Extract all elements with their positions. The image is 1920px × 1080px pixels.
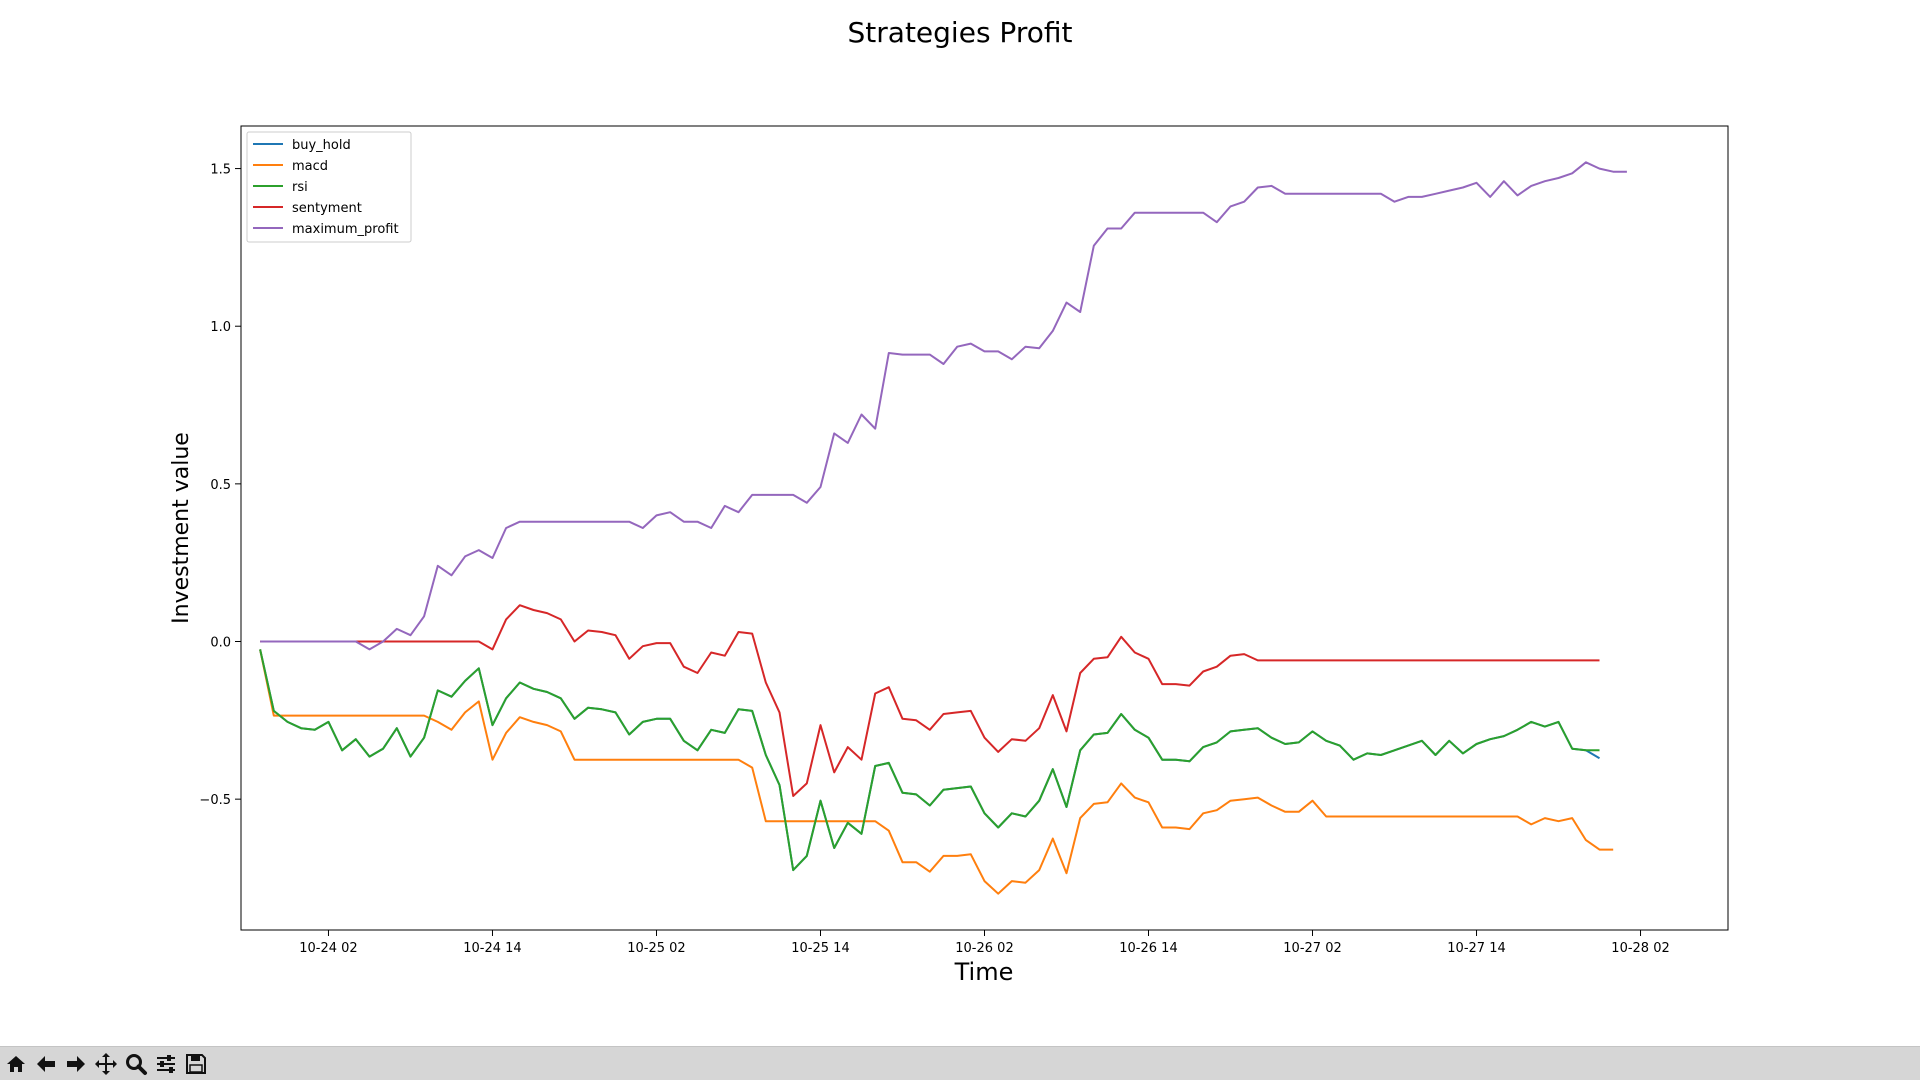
- sliders-icon: [157, 1054, 175, 1073]
- x-tick-label: 10-26 14: [1119, 941, 1177, 956]
- move-icon: [95, 1052, 117, 1075]
- legend-label-sentyment: sentyment: [292, 201, 362, 216]
- x-axis-label: Time: [954, 958, 1014, 986]
- x-tick-label: 10-27 02: [1283, 941, 1341, 956]
- save-button[interactable]: [182, 1049, 210, 1078]
- y-tick-label: −0.5: [199, 793, 231, 808]
- arrow-left-icon: [37, 1055, 55, 1072]
- x-tick-label: 10-24 02: [299, 941, 357, 956]
- home-icon: [7, 1055, 25, 1072]
- chart-title: Strategies Profit: [848, 16, 1073, 49]
- navigation-toolbar: [0, 1046, 1920, 1080]
- legend-label-rsi: rsi: [292, 180, 308, 195]
- x-tick-label: 10-25 14: [791, 941, 849, 956]
- series-layer: [259, 161, 1627, 895]
- x-tick-label: 10-25 02: [627, 941, 685, 956]
- figure-canvas: Strategies Profit 10-24 02 10-24 14 10-25 …: [169, 16, 1729, 986]
- legend-label-maximum_profit: maximum_profit: [292, 222, 399, 237]
- x-tick-label: 10-24 14: [463, 941, 521, 956]
- legend-box: [246, 131, 412, 243]
- home-button[interactable]: [2, 1049, 30, 1078]
- x-tick-label: 10-26 02: [955, 941, 1013, 956]
- zoom-button[interactable]: [122, 1049, 150, 1078]
- y-axis-label: Investment value: [169, 432, 194, 624]
- y-tick-label: 1.0: [210, 320, 231, 335]
- configure-subplots-button[interactable]: [152, 1049, 180, 1078]
- y-tick-label: 0.0: [210, 636, 231, 651]
- floppy-disk-icon: [186, 1053, 206, 1074]
- series-line-macd: [259, 649, 1614, 895]
- x-axis: 10-24 02 10-24 14 10-25 02 10-25 14 10-26 02…: [299, 930, 1670, 956]
- plot-frame: [240, 125, 1729, 931]
- series-line-sentyment: [260, 604, 1600, 797]
- x-tick-label: 10-28 02: [1611, 941, 1669, 956]
- y-tick-label: 0.5: [210, 478, 231, 493]
- series-line-rsi: [259, 649, 1600, 872]
- forward-button[interactable]: [62, 1049, 90, 1078]
- y-tick-label: 1.5: [210, 163, 231, 178]
- back-button[interactable]: [32, 1049, 60, 1078]
- legend-label-macd: macd: [292, 159, 328, 174]
- x-tick-label: 10-27 14: [1447, 941, 1505, 956]
- series-line-maximum_profit: [260, 161, 1627, 651]
- plot-area: 10-24 02 10-24 14 10-25 02 10-25 14 10-26 02…: [199, 125, 1729, 956]
- y-axis: −0.5 0.0 0.5 1.0 1.5: [199, 163, 241, 808]
- pan-button[interactable]: [92, 1049, 120, 1078]
- magnifier-icon: [126, 1053, 147, 1075]
- legend-label-buy_hold: buy_hold: [292, 138, 351, 153]
- arrow-right-icon: [67, 1055, 85, 1072]
